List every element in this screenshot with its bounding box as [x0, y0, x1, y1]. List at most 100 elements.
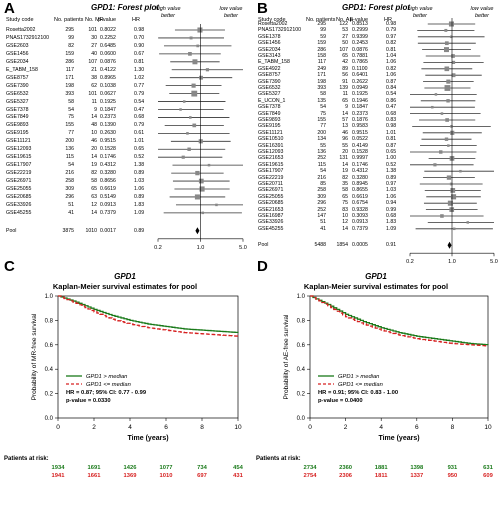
hazard-ratio: 0.54	[134, 98, 145, 105]
p-value: 0.7865	[352, 59, 368, 66]
hr-marker	[450, 194, 457, 200]
panel-label-b: B	[257, 0, 268, 17]
event-count: 101	[88, 90, 97, 97]
study-code: GSE8757	[6, 74, 29, 81]
pool-events: 1854	[336, 242, 348, 249]
event-count: 58	[342, 187, 348, 194]
patients-count: 75	[68, 114, 74, 121]
patients-count: 200	[317, 129, 326, 136]
p-value: 0.3280	[352, 174, 368, 181]
study-code: E_UCON_1	[258, 97, 286, 104]
event-count: 82	[91, 170, 97, 177]
hr-marker	[439, 150, 443, 154]
p-value: 0.4312	[100, 162, 116, 169]
pool-patients: 5488	[314, 242, 326, 249]
event-count: 56	[342, 72, 348, 79]
series-low-line	[58, 295, 239, 337]
x-tick-label: 5.0	[239, 245, 247, 251]
p-value: 0.0949	[352, 85, 368, 91]
p-value-stat: p-value = 0.0400	[318, 398, 363, 404]
col-header-pvalue: p-value	[350, 17, 369, 23]
hr-marker	[434, 93, 438, 96]
hr-marker	[451, 60, 456, 64]
panel-label-d: D	[257, 258, 268, 275]
hazard-ratio: 0.89	[134, 170, 145, 177]
hr-marker	[196, 44, 200, 48]
table-row: GSE7849 75 14 0.2373 0.68	[0, 113, 158, 121]
patients-count: 258	[317, 187, 326, 194]
col-header-hr: HR	[384, 17, 392, 23]
hr-marker	[446, 175, 452, 180]
table-row: GSE45255 41 14 0.7379 1.09	[252, 225, 410, 233]
col-header-patients: No. patients	[306, 17, 336, 23]
p-value: 0.8945	[352, 181, 368, 187]
patients-count: 58	[320, 91, 326, 98]
hr-marker	[444, 41, 449, 46]
patients-count: 54	[68, 106, 74, 113]
event-count: 12	[91, 201, 97, 208]
table-row: GSE33926 51 12 0.0913 1.83	[252, 218, 410, 226]
study-code: GSE25055	[6, 186, 32, 192]
event-count: 63	[91, 193, 97, 200]
event-count: 9	[94, 106, 97, 113]
table-row: GSE20711 85 35 0.8945 0.97	[252, 180, 410, 188]
hr-stat: HR = 0.91; 95% CI: 0.83 - 1.00	[318, 390, 398, 396]
event-count: 14	[91, 209, 97, 216]
patients-count: 286	[65, 58, 74, 65]
study-code: GSE33926	[6, 201, 32, 208]
patients-count: 134	[317, 136, 326, 143]
y-axis-label: Probability of MR-free survival	[31, 313, 38, 400]
p-value: 0.1925	[352, 91, 368, 98]
risk-count: 1077	[160, 465, 173, 471]
hr-marker	[452, 227, 456, 231]
hazard-ratio: 0.97	[386, 33, 397, 40]
y-tick-label: 0.0	[45, 416, 54, 422]
table-row: GSE6532 393 139 0.0949 0.84	[252, 84, 410, 92]
study-code: E_TABM_158	[258, 59, 290, 66]
x-tick-label: 6	[164, 424, 168, 431]
plot-frame	[309, 295, 489, 419]
p-value: 0.1847	[352, 104, 368, 111]
annotation-low-value: low value better	[219, 6, 243, 19]
km-svg: 0.0 0.2 0.4 0.6 0.8 1.0 0 2 4 6 8 10 Time (years) Pro…	[4, 294, 244, 479]
forest-svg: 0.2 1.0 5.0	[406, 18, 498, 265]
plot-frame	[57, 295, 239, 419]
table-row: GSE1456 159 50 0.2453 0.82	[252, 39, 410, 47]
patients-count: 155	[317, 117, 326, 123]
patients-count: 41	[320, 225, 326, 232]
patients-count: 393	[317, 85, 326, 91]
patients-count: 286	[317, 46, 326, 53]
patients-count: 75	[320, 110, 326, 117]
hr-marker	[194, 194, 200, 200]
p-value: 0.3093	[352, 213, 368, 219]
table-row: GSE4922 249 89 0.1100 0.82	[252, 65, 410, 73]
hazard-ratio: 1.30	[134, 66, 145, 73]
hazard-ratio: 0.47	[134, 106, 145, 113]
y-tick-label: 0.2	[45, 392, 54, 398]
study-code: GSE7849	[6, 114, 29, 121]
hr-marker	[179, 108, 182, 111]
event-count: 14	[342, 161, 348, 168]
hr-marker	[433, 163, 437, 167]
hr-marker	[446, 99, 450, 103]
hazard-ratio: 0.90	[134, 42, 145, 49]
annotation-high-value: high value better	[155, 6, 181, 19]
event-count: 14	[342, 225, 348, 232]
hazard-ratio: 1.00	[386, 155, 397, 162]
table-row: GSE20685 296 63 0.5149 0.89	[0, 193, 158, 201]
pool-diamond	[447, 241, 452, 249]
event-count: 42	[342, 59, 348, 66]
table-row: GSE12093 136 20 0.1528 0.65	[252, 148, 410, 156]
patients-count: 58	[68, 98, 74, 105]
p-value: 0.4122	[100, 66, 116, 73]
hazard-ratio: 0.52	[134, 154, 145, 161]
p-value: 0.8022	[100, 27, 116, 33]
p-value: 0.8965	[100, 74, 116, 81]
risk-label: Patients at risk:	[256, 456, 301, 462]
event-count: 11	[342, 91, 348, 98]
hazard-ratio: 0.82	[386, 65, 397, 72]
patients-count: 59	[320, 33, 326, 40]
table-row: GSE19615 115 14 0.1746 0.52	[0, 153, 158, 161]
p-value: 0.9399	[352, 33, 368, 40]
p-value: 0.1746	[100, 154, 116, 161]
